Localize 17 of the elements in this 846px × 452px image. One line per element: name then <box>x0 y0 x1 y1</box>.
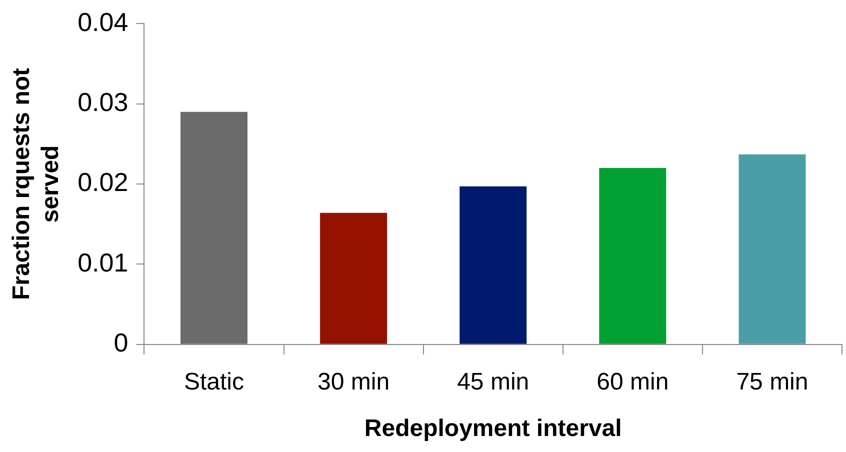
x-tick-label: 60 min <box>596 368 669 396</box>
x-tick-label: 30 min <box>318 368 390 396</box>
bar <box>320 212 388 344</box>
bar <box>599 168 666 344</box>
bar <box>460 186 527 344</box>
y-tick-label: 0 <box>114 328 128 358</box>
x-axis-title: Redeployment interval <box>364 415 622 442</box>
bar <box>180 112 248 344</box>
bar <box>738 154 806 344</box>
y-tick-label: 0.02 <box>78 167 128 198</box>
y-axis-title: Fraction rquests not served <box>8 68 64 300</box>
y-tick-label: 0.04 <box>78 6 128 37</box>
x-tick-label: Static <box>184 368 244 396</box>
y-tick-label: 0.03 <box>78 86 128 117</box>
x-tick-label: 45 min <box>457 368 530 396</box>
y-tick-label: 0.01 <box>78 247 128 278</box>
x-tick-label: 75 min <box>736 368 808 396</box>
